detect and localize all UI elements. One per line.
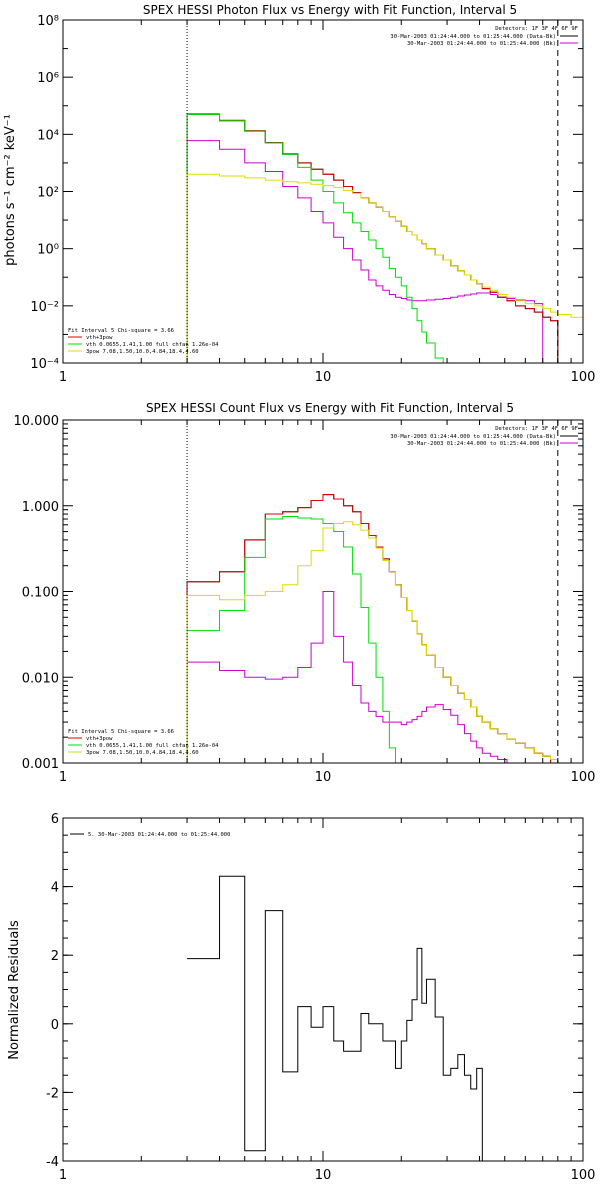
panel1-ticks: 1 10 100 10⁻⁴ 10⁻² 10⁰ 10² 10⁴ 10⁶ 10⁸ — [30, 14, 595, 385]
panel3-ytick-label: 2 — [51, 949, 59, 964]
panel2-legend-data: 30-Mar-2003 01:24:44.000 to 01:25:44.000… — [390, 434, 556, 440]
panel2-legend-vth: vth 0.0655,1.41,1.00 full chfan 1.26e-04 — [86, 743, 219, 749]
panel1-series-vth — [186, 113, 444, 363]
panel2-vlines — [186, 420, 559, 763]
panel1-vlines — [186, 20, 559, 363]
panel3-ytick-label: 0 — [51, 1018, 59, 1033]
panel2-legend-fit: Fit Interval 5 Chi-square = 3.66 — [68, 729, 174, 735]
panel2-series-bk — [186, 591, 559, 763]
panel1-ytick-label: 10⁴ — [37, 128, 59, 143]
panel3-legend-label: 5. 30-Mar-2003 01:24:44.000 to 01:25:44.… — [88, 832, 230, 838]
panel2-series-vth — [186, 515, 396, 763]
panel-photon-flux: SPEX HESSI Photon Flux vs Energy with Fi… — [3, 3, 595, 385]
panel1-legend-fit: Fit Interval 5 Chi-square = 3.66 — [68, 328, 174, 334]
panel2-ytick-label: 0.010 — [22, 671, 59, 686]
panel1-ytick-label: 10⁶ — [37, 71, 59, 86]
panel1-legend-vth: vth 0.0655,1.41,1.00 full chfan 1.26e-04 — [86, 342, 219, 348]
panel1-series-3pow — [186, 173, 583, 363]
panel3-xtick-label: 1 — [59, 1168, 67, 1183]
panel1-xtick-label: 10 — [315, 370, 332, 385]
panel3-series — [187, 875, 491, 1161]
panel2-series — [186, 494, 583, 763]
panel2-ytick-label: 1.000 — [22, 500, 59, 515]
panel-count-flux: SPEX HESSI Count Flux vs Energy with Fit… — [14, 401, 596, 785]
panel-residuals: Normalized Residuals 1 10 100 -4 -2 0 2 4 6 5. 3… — [7, 812, 595, 1183]
panel3-y-axis-label: Normalized Residuals — [7, 920, 22, 1060]
panel2-xtick-label: 10 — [315, 770, 332, 785]
panel3-ytick-label: -4 — [46, 1155, 59, 1170]
panel2-legend-top-right: Detectors: 1F 3F 4F 6F 9F 30-Mar-2003 01… — [390, 426, 578, 447]
panel1-ytick-label: 10⁻² — [30, 300, 59, 315]
panel2-legend-3pow: 3pow 7.08,1.50,10.0,4.84,18.4,4.60 — [86, 750, 199, 756]
panel1-series — [186, 113, 583, 363]
panel2-ytick-label: 10.000 — [14, 414, 60, 429]
panel1-ytick-label: 10⁻⁴ — [30, 357, 59, 372]
panel2-ytick-label: 0.001 — [22, 757, 59, 772]
panel2-xtick-label: 100 — [571, 770, 596, 785]
panel2-ticks: 1 10 100 0.001 0.010 0.100 1.000 10.000 — [14, 414, 596, 785]
panel1-legend-vth3pow: vth+3pow — [86, 335, 113, 341]
panel3-ytick-label: 4 — [51, 881, 59, 896]
panel1-legend-3pow: 3pow 7.08,1.50,10.0,4.84,18.4,4.60 — [86, 349, 199, 355]
panel1-legend-detectors: Detectors: 1F 3F 4F 6F 9F — [495, 26, 578, 32]
panel1-ytick-label: 10⁰ — [37, 243, 59, 258]
panel3-series-residuals — [187, 875, 491, 1161]
panel1-legend-bottom-left: Fit Interval 5 Chi-square = 3.66 vth+3po… — [68, 328, 219, 355]
panel1-ytick-label: 10² — [37, 186, 59, 201]
panel2-title: SPEX HESSI Count Flux vs Energy with Fit… — [146, 401, 514, 415]
panel1-title: SPEX HESSI Photon Flux vs Energy with Fi… — [143, 3, 517, 17]
panel1-xtick-label: 100 — [571, 370, 596, 385]
panel3-ticks: 1 10 100 -4 -2 0 2 4 6 — [46, 812, 595, 1183]
panel3-ytick-label: 6 — [51, 812, 59, 827]
panel1-legend-bk: 30-Mar-2003 01:24:44.000 to 01:25:44.000… — [407, 41, 556, 47]
panel3-xtick-label: 100 — [571, 1168, 596, 1183]
panel2-xtick-label: 1 — [59, 770, 67, 785]
panel2-legend-vth3pow: vth+3pow — [86, 736, 113, 742]
panel2-legend-bk: 30-Mar-2003 01:24:44.000 to 01:25:44.000… — [407, 441, 556, 447]
panel2-ytick-label: 0.100 — [22, 586, 59, 601]
panel3-legend: 5. 30-Mar-2003 01:24:44.000 to 01:25:44.… — [70, 832, 230, 838]
panel2-series-3pow — [186, 521, 583, 763]
panel1-xtick-label: 1 — [59, 370, 67, 385]
panel3-xtick-label: 10 — [315, 1168, 332, 1183]
panel1-y-axis-label: photons s⁻¹ cm⁻² keV⁻¹ — [3, 114, 18, 266]
panel3-ytick-label: -2 — [46, 1086, 59, 1101]
panel1-ytick-label: 10⁸ — [37, 14, 59, 29]
panel2-legend-detectors: Detectors: 1F 3F 4F 6F 9F — [495, 426, 578, 432]
panel1-legend-top-right: Detectors: 1F 3F 4F 6F 9F 30-Mar-2003 01… — [390, 26, 578, 47]
panel1-legend-data: 30-Mar-2003 01:24:44.000 to 01:25:44.000… — [390, 34, 556, 40]
panel2-legend-bottom-left: Fit Interval 5 Chi-square = 3.66 vth+3po… — [68, 729, 219, 756]
